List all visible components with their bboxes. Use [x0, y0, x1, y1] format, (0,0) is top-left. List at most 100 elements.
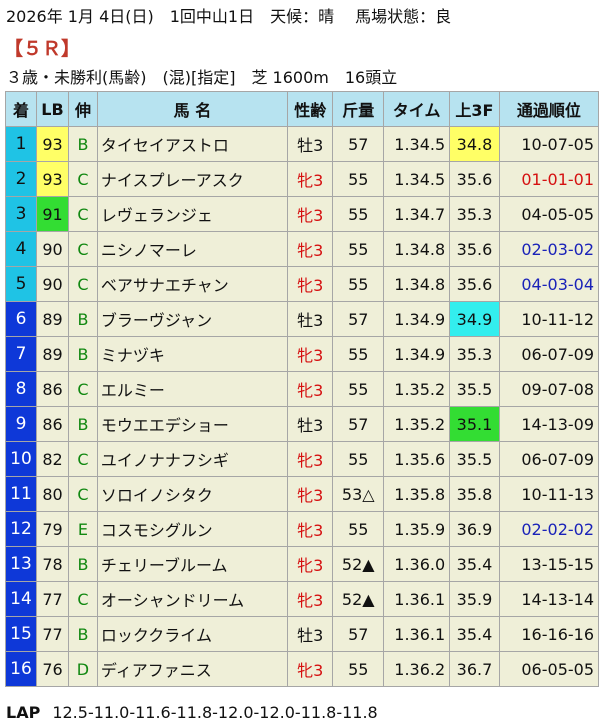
table-row: 10 82 C ユイノナナフシギ 牝3 55 1.35.6 35.5 06-07-09 — [5, 441, 600, 477]
sex-age: 牝3 — [286, 476, 334, 512]
finish-position: 7 — [5, 336, 37, 372]
lb-rating: 86 — [35, 371, 70, 407]
table-row: 2 93 C ナイスプレーアスク 牝3 55 1.34.5 35.6 01-01-01 — [5, 161, 600, 197]
carried-weight: 55 — [332, 196, 385, 232]
lb-rating: 76 — [35, 651, 70, 687]
lap-label: LAP — [6, 703, 41, 722]
sex-age: 牡3 — [286, 301, 334, 337]
table-header-row: 着 LB 伸 馬 名 性齢 斤量 タイム 上3F 通過順位 — [5, 91, 600, 127]
table-row: 12 79 E コスモシグルン 牝3 55 1.35.9 36.9 02-02-02 — [5, 511, 600, 547]
last-3f: 35.3 — [449, 336, 500, 372]
horse-name: ロッククライム — [96, 616, 289, 652]
table-row: 13 78 B チェリーブルーム 牝3 52▲ 1.36.0 35.4 13-15-15 — [5, 546, 600, 582]
finish-time: 1.36.0 — [383, 546, 451, 582]
passing-order: 16-16-16 — [498, 616, 600, 652]
sex-age: 牝3 — [286, 231, 334, 267]
lb-rating: 93 — [35, 126, 70, 162]
lb-rating: 89 — [35, 336, 70, 372]
sex-age: 牝3 — [286, 196, 334, 232]
finish-position: 16 — [5, 651, 37, 687]
passing-order: 10-11-13 — [498, 476, 600, 512]
nobi-grade: C — [68, 371, 98, 407]
lb-rating: 86 — [35, 406, 70, 442]
nobi-grade: C — [68, 196, 98, 232]
nobi-grade: D — [68, 651, 98, 687]
carried-weight: 55 — [332, 651, 385, 687]
passing-order: 04-03-04 — [498, 266, 600, 302]
lb-rating: 77 — [35, 616, 70, 652]
col-header-last3f: 上3F — [449, 91, 500, 127]
horse-name: エルミー — [96, 371, 289, 407]
finish-time: 1.36.2 — [383, 651, 451, 687]
table-row: 6 89 B ブラーヴジャン 牡3 57 1.34.9 34.9 10-11-12 — [5, 301, 600, 337]
passing-order: 14-13-14 — [498, 581, 600, 617]
col-header-lb: LB — [35, 91, 70, 127]
finish-time: 1.34.5 — [383, 126, 451, 162]
carried-weight: 53△ — [332, 476, 385, 512]
nobi-grade: B — [68, 546, 98, 582]
finish-position: 3 — [5, 196, 37, 232]
last-3f: 34.9 — [449, 301, 500, 337]
last-3f: 34.8 — [449, 126, 500, 162]
horse-name: ソロイノシタク — [96, 476, 289, 512]
carried-weight: 55 — [332, 336, 385, 372]
horse-name: ディアファニス — [96, 651, 289, 687]
sex-age: 牡3 — [286, 126, 334, 162]
finish-position: 12 — [5, 511, 37, 547]
sex-age: 牡3 — [286, 616, 334, 652]
sex-age: 牝3 — [286, 441, 334, 477]
carried-weight: 57 — [332, 406, 385, 442]
passing-order: 06-07-09 — [498, 336, 600, 372]
race-date-weather: 2026年 1月 4日(日) 1回中山1日 天候：晴 馬場状態：良 — [6, 7, 452, 26]
horse-name: ナイスプレーアスク — [96, 161, 289, 197]
carried-weight: 55 — [332, 231, 385, 267]
sex-age: 牝3 — [286, 581, 334, 617]
sex-age: 牝3 — [286, 266, 334, 302]
results-table: 着 LB 伸 馬 名 性齢 斤量 タイム 上3F 通過順位 1 93 B タイセイアス… — [5, 91, 600, 687]
horse-name: ミナヅキ — [96, 336, 289, 372]
table-row: 1 93 B タイセイアストロ 牡3 57 1.34.5 34.8 10-07-05 — [5, 126, 600, 162]
finish-position: 9 — [5, 406, 37, 442]
lb-rating: 90 — [35, 231, 70, 267]
horse-name: レヴェランジェ — [96, 196, 289, 232]
nobi-grade: C — [68, 266, 98, 302]
horse-name: チェリーブルーム — [96, 546, 289, 582]
nobi-grade: C — [68, 231, 98, 267]
finish-time: 1.35.6 — [383, 441, 451, 477]
table-row: 3 91 C レヴェランジェ 牝3 55 1.34.7 35.3 04-05-05 — [5, 196, 600, 232]
carried-weight: 57 — [332, 616, 385, 652]
last-3f: 35.6 — [449, 161, 500, 197]
lb-rating: 80 — [35, 476, 70, 512]
finish-time: 1.34.5 — [383, 161, 451, 197]
finish-time: 1.35.2 — [383, 406, 451, 442]
sex-age: 牝3 — [286, 336, 334, 372]
lb-rating: 93 — [35, 161, 70, 197]
finish-position: 4 — [5, 231, 37, 267]
col-header-passing: 通過順位 — [498, 91, 600, 127]
lap-values: 12.5-11.0-11.6-11.8-12.0-12.0-11.8-11.8 — [52, 703, 378, 722]
sex-age: 牝3 — [286, 511, 334, 547]
nobi-grade: C — [68, 441, 98, 477]
last-3f: 35.9 — [449, 581, 500, 617]
race-conditions: ３歳・未勝利(馬齢) (混)[指定] 芝 1600m 16頭立 — [6, 68, 398, 87]
col-header-sex-age: 性齢 — [286, 91, 334, 127]
passing-order: 01-01-01 — [498, 161, 600, 197]
lb-rating: 79 — [35, 511, 70, 547]
passing-order: 06-07-09 — [498, 441, 600, 477]
carried-weight: 57 — [332, 126, 385, 162]
lb-rating: 91 — [35, 196, 70, 232]
carried-weight: 55 — [332, 441, 385, 477]
carried-weight: 55 — [332, 161, 385, 197]
finish-time: 1.34.9 — [383, 336, 451, 372]
finish-position: 8 — [5, 371, 37, 407]
finish-time: 1.35.8 — [383, 476, 451, 512]
last-3f: 36.7 — [449, 651, 500, 687]
passing-order: 14-13-09 — [498, 406, 600, 442]
finish-position: 13 — [5, 546, 37, 582]
last-3f: 35.6 — [449, 266, 500, 302]
horse-name: モウエエデショー — [96, 406, 289, 442]
lb-rating: 89 — [35, 301, 70, 337]
lb-rating: 77 — [35, 581, 70, 617]
last-3f: 35.4 — [449, 546, 500, 582]
nobi-grade: B — [68, 406, 98, 442]
